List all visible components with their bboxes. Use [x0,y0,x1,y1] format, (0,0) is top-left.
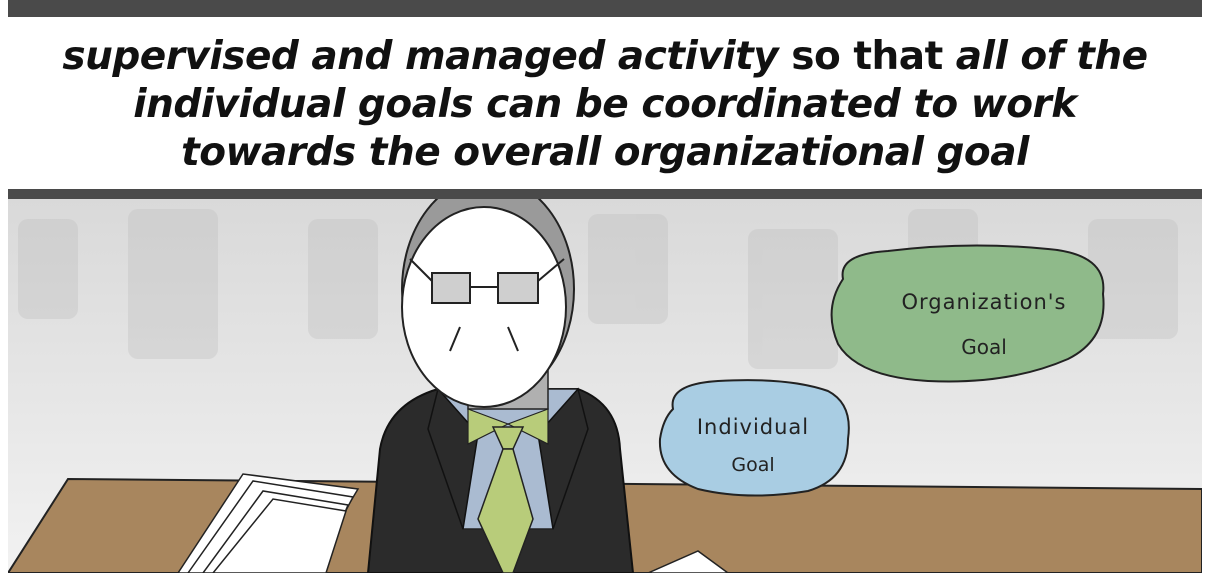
scene-illustration [8,199,1202,573]
tie [477,448,534,573]
right-collar [506,408,549,445]
organization-goal-label-line-1: Organization's [901,290,1067,314]
paper-stack [177,473,360,573]
face [401,206,567,408]
top-divider-bar [8,0,1202,17]
glasses [409,258,565,304]
right-border [1202,0,1212,573]
individual-goal-label-line-2: Goal [731,454,775,476]
left-collar [467,408,510,445]
caption-italic-1: supervised and managed activity [62,34,779,79]
individual-goal-label-line-1: Individual [696,415,810,439]
cartoon-scene: Organization's Goal Individual Goal [8,199,1202,573]
caption-divider-bar [8,189,1202,199]
face-line-right [507,326,519,352]
caption-panel: supervised and managed activity so that … [8,17,1202,189]
face-line-left [449,326,461,352]
left-border [0,0,8,573]
individual-goal-bubble [658,379,850,497]
organization-goal-bubble [830,244,1105,383]
caption-plain-1: so that [778,34,956,79]
organization-goal-label-line-2: Goal [961,335,1007,359]
caption-italic-2: all of the [955,34,1148,79]
caption-line-3: towards the overall organizational goal [181,130,1029,175]
caption-text: supervised and managed activity so that … [8,33,1202,177]
left-lapel [427,387,479,530]
paper-corner [647,550,730,573]
caption-line-2: individual goals can be coordinated to w… [133,82,1077,127]
right-lapel [537,387,589,530]
